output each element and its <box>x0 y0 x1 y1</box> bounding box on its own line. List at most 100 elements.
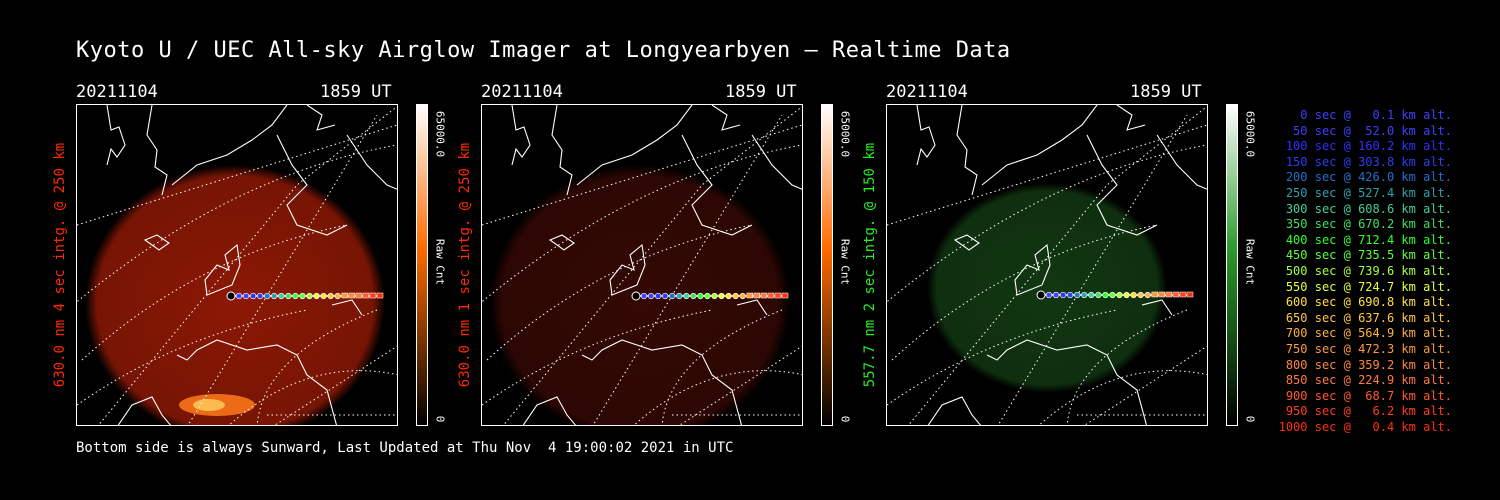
aurora-core <box>193 399 225 411</box>
longitude-line <box>887 124 1207 226</box>
panel-630-4sec: 20211104 1859 UT 630.0 nm 4 sec intg. @ … <box>52 82 476 432</box>
island <box>143 234 170 251</box>
coastline <box>1116 105 1146 131</box>
trajectory-point <box>640 292 648 300</box>
coastline <box>117 396 172 425</box>
panel-ylabel: 557.7 nm 2 sec intg. @ 150 km <box>862 142 878 388</box>
trajectory-point <box>781 292 789 299</box>
trajectory-point <box>1130 291 1137 299</box>
svalbard-coast <box>609 243 646 296</box>
legend-entry: 550 sec @ 724.7 km alt. <box>1278 279 1452 294</box>
trajectory-point <box>1074 291 1081 299</box>
island <box>953 234 980 251</box>
colorbar-max-label: 65000.0 <box>1243 110 1257 158</box>
panel-date: 20211104 <box>76 82 158 102</box>
trajectory-point <box>242 292 250 300</box>
trajectory-point <box>1172 291 1180 298</box>
panel-date: 20211104 <box>481 82 563 102</box>
latitude-line <box>77 144 397 303</box>
colorbar <box>1226 104 1238 426</box>
coastline <box>956 105 978 196</box>
trajectory-point <box>732 292 739 300</box>
legend-entry: 200 sec @ 426.0 km alt. <box>1278 170 1452 185</box>
coastline <box>331 299 363 316</box>
allsky-map <box>77 105 397 425</box>
trajectory-point <box>292 292 299 300</box>
coastline <box>1141 299 1173 316</box>
legend-entry: 50 sec @ 52.0 km alt. <box>1278 123 1452 138</box>
coastline <box>681 134 753 236</box>
trajectory-point <box>725 292 732 300</box>
trajectory-point <box>1081 291 1088 299</box>
legend-entry: 1000 sec @ 0.4 km alt. <box>1278 419 1452 434</box>
trajectory-point <box>250 292 257 300</box>
allsky-image <box>886 104 1208 426</box>
trajectory-point <box>285 292 292 300</box>
page-title: Kyoto U / UEC All-sky Airglow Imager at … <box>76 38 1011 63</box>
legend-entry: 650 sec @ 637.6 km alt. <box>1278 310 1452 325</box>
colorbar-max-label: 65000.0 <box>838 110 852 158</box>
trajectory-point <box>753 292 761 299</box>
trajectory-point <box>1102 291 1109 299</box>
coastline <box>736 299 768 316</box>
trajectory-point <box>1158 291 1166 298</box>
coastline <box>171 105 288 186</box>
coastline <box>522 396 577 425</box>
trajectory-point <box>1088 291 1095 299</box>
trajectory-point <box>278 292 285 300</box>
panel-630-1sec: 20211104 1859 UT 630.0 nm 1 sec intg. @ … <box>457 82 881 432</box>
trajectory-point <box>683 292 690 300</box>
svalbard-coast <box>1014 243 1051 296</box>
trajectory-point <box>369 292 377 299</box>
trajectory-point <box>1109 291 1116 299</box>
coastline <box>927 396 982 425</box>
legend-entry: 750 sec @ 472.3 km alt. <box>1278 341 1452 356</box>
trajectory-point <box>257 292 264 300</box>
panel-time: 1859 UT <box>725 82 797 102</box>
colorbar-unit-label: Raw Cnt <box>433 238 447 286</box>
coastline <box>1086 134 1158 236</box>
longitude-line <box>908 105 1207 425</box>
trajectory-point <box>767 292 775 299</box>
latitude-line <box>482 309 713 406</box>
legend-entry: 0 sec @ 0.1 km alt. <box>1278 108 1452 122</box>
trajectory-point <box>1095 291 1102 299</box>
trajectory-point <box>1165 291 1173 298</box>
trajectory-point <box>327 292 334 300</box>
latitude-line <box>482 144 802 303</box>
legend-entry: 850 sec @ 224.9 km alt. <box>1278 373 1452 388</box>
footer-status: Bottom side is always Sunward, Last Upda… <box>76 440 734 456</box>
trajectory-point <box>1060 291 1067 299</box>
trajectory-point <box>376 292 384 299</box>
trajectory-point <box>1045 291 1053 299</box>
allsky-image <box>76 104 398 426</box>
trajectory-point <box>690 292 697 300</box>
trajectory-point <box>235 292 243 300</box>
trajectory-point <box>739 292 746 300</box>
airglow-disc <box>927 183 1167 393</box>
trajectory-point <box>299 292 306 300</box>
trajectory-point <box>746 292 753 299</box>
coastline <box>981 105 1098 186</box>
latitude-line <box>77 309 308 406</box>
latitude-line <box>1066 309 1188 425</box>
latitude-line <box>887 309 1118 406</box>
trajectory-point <box>334 292 341 300</box>
trajectory-point <box>676 292 683 300</box>
legend-entry: 800 sec @ 359.2 km alt. <box>1278 357 1452 372</box>
launch-site-marker <box>631 291 641 301</box>
island <box>548 234 575 251</box>
latitude-line <box>256 309 378 425</box>
colorbar-unit-label: Raw Cnt <box>1243 238 1257 286</box>
trajectory-point <box>320 292 327 300</box>
trajectory-point <box>704 292 711 300</box>
trajectory-point <box>1179 291 1187 298</box>
coastline <box>346 134 397 190</box>
trajectory-point <box>1116 291 1123 299</box>
coastline <box>106 105 126 166</box>
launch-site-marker <box>1036 290 1046 300</box>
trajectory-point <box>264 292 271 300</box>
coastline <box>551 105 573 196</box>
norway-coast <box>581 339 743 425</box>
trajectory-point <box>313 292 320 300</box>
